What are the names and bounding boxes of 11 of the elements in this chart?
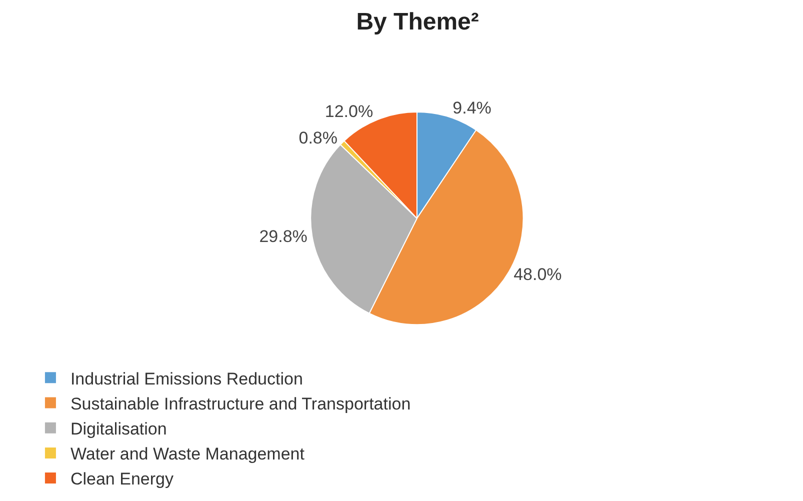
legend-label: Water and Waste Management [70,444,305,464]
data-label: 9.4% [452,98,492,118]
data-label: 48.0% [514,264,562,284]
legend-label: Industrial Emissions Reduction [70,369,303,388]
legend-label: Clean Energy [70,470,174,489]
legend-label: Sustainable Infrastructure and Transportation [70,394,411,414]
data-label: 12.0% [324,102,374,121]
data-label: 0.8% [298,128,338,148]
chart-title: By Theme² [356,8,479,36]
data-label: 29.8% [259,227,308,246]
legend-label: Digitalisation [70,419,167,438]
